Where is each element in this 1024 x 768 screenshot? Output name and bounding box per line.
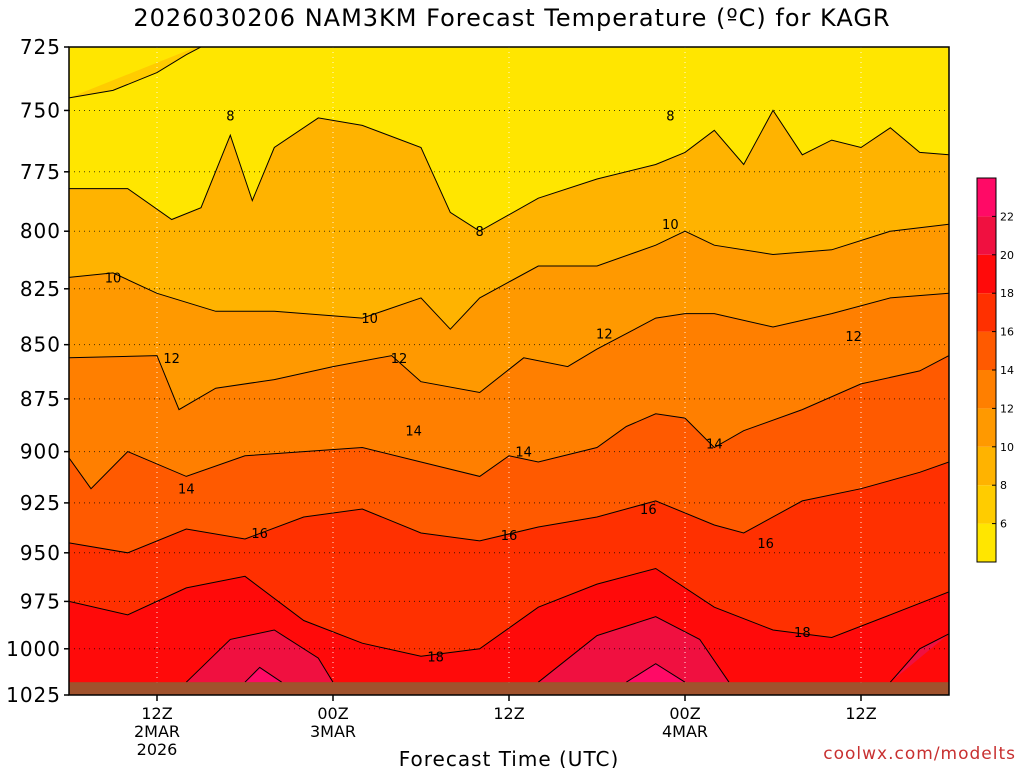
colorbar-swatch: [977, 485, 996, 524]
colorbar-tick-label: 18: [1000, 287, 1014, 300]
chart-title: 2026030206 NAM3KM Forecast Temperature (…: [133, 4, 891, 32]
band-above-22c: [626, 663, 685, 683]
isotherm-6c: [69, 47, 202, 99]
isotherm-20c: [185, 629, 334, 683]
band-above-20c: [538, 616, 729, 683]
colorbar-tick-label: 6: [1000, 518, 1007, 531]
band-above-22c: [245, 667, 282, 683]
x-tick-label: 00Z: [317, 704, 348, 723]
colorbar-swatch: [977, 408, 996, 447]
colorbar-swatch: [977, 254, 996, 294]
y-tick-label: 875: [20, 387, 61, 411]
isotherm-label: 14: [706, 437, 723, 452]
y-tick-label: 1000: [6, 637, 61, 661]
isotherm-label: 16: [501, 529, 518, 544]
x-tick-label: 4MAR: [662, 722, 708, 741]
colorbar-tick-label: 14: [1000, 364, 1014, 377]
x-tick-label: 12Z: [141, 704, 172, 723]
y-tick-label: 750: [20, 98, 61, 122]
isotherm-18c: [69, 567, 949, 657]
ground-surface: [69, 682, 949, 695]
y-tick-label: 775: [20, 160, 61, 184]
isotherm-22c: [244, 666, 282, 683]
isotherm-label: 18: [427, 650, 444, 665]
colorbar-swatch: [977, 370, 996, 409]
isotherm-label: 12: [596, 328, 613, 343]
isotherm-label: 10: [361, 312, 378, 327]
x-tick-label: 3MAR: [310, 722, 356, 741]
colorbar-swatch: [977, 293, 996, 332]
y-tick-label: 900: [20, 440, 61, 464]
y-tick-label: 800: [20, 219, 61, 243]
isotherm-label: 16: [640, 503, 657, 518]
y-tick-label: 850: [20, 333, 61, 357]
isotherm-label: 12: [391, 352, 408, 367]
isotherm-20c: [537, 616, 730, 683]
isotherm-label: 10: [662, 218, 679, 233]
band-above-20c: [186, 630, 333, 683]
x-tick-label: 2026: [137, 740, 178, 759]
y-tick-label: 975: [20, 589, 61, 613]
y-tick-label: 825: [20, 277, 61, 301]
isotherm-12c: [69, 292, 949, 411]
isotherm-label: 14: [178, 483, 195, 498]
y-tick-label: 925: [20, 491, 61, 515]
isotherm-label: 16: [251, 527, 268, 542]
colorbar-swatch: [977, 178, 996, 217]
isotherm-label: 12: [163, 352, 180, 367]
isotherm-label: 14: [405, 425, 422, 440]
isotherm-label: 16: [757, 537, 774, 552]
colorbar-tick-label: 22: [1000, 210, 1014, 223]
y-tick-label: 725: [20, 35, 61, 59]
band-above-20c: [890, 633, 949, 683]
isotherm-22c: [626, 663, 686, 683]
isotherm-20c: [889, 633, 949, 683]
colorbar-tick-label: 16: [1000, 326, 1014, 339]
colorbar-tick-label: 12: [1000, 402, 1014, 415]
isotherm-label: 18: [794, 626, 811, 641]
colorbar-tick-label: 10: [1000, 441, 1014, 454]
isotherm-16c: [69, 461, 949, 554]
band-above-6c: [69, 47, 201, 98]
x-axis-title: Forecast Time (UTC): [399, 747, 620, 768]
x-tick-label: 00Z: [669, 704, 700, 723]
x-tick-label: 12Z: [845, 704, 876, 723]
y-tick-label: 950: [20, 541, 61, 565]
x-tick-label: 2MAR: [134, 722, 180, 741]
isotherm-label: 8: [666, 109, 674, 124]
colorbar-swatch: [977, 523, 996, 562]
isotherm-label: 12: [845, 330, 862, 345]
credit-link[interactable]: coolwx.com/modelts: [823, 744, 1016, 764]
isotherm-label: 14: [515, 446, 532, 461]
x-tick-label: 12Z: [493, 704, 524, 723]
isotherm-label: 10: [105, 271, 122, 286]
isotherm-label: 8: [226, 109, 234, 124]
colorbar-swatch: [977, 216, 996, 255]
isotherm-10c: [69, 223, 949, 330]
y-tick-label: 1025: [6, 683, 61, 707]
colorbar-swatch: [977, 331, 996, 370]
colorbar-tick-label: 20: [1000, 249, 1014, 262]
colorbar-swatch: [977, 446, 996, 486]
isotherm-14c: [69, 355, 949, 490]
colorbar-tick-label: 8: [1000, 479, 1007, 492]
isotherm-label: 8: [476, 225, 484, 240]
isotherm-8c: [69, 109, 949, 232]
